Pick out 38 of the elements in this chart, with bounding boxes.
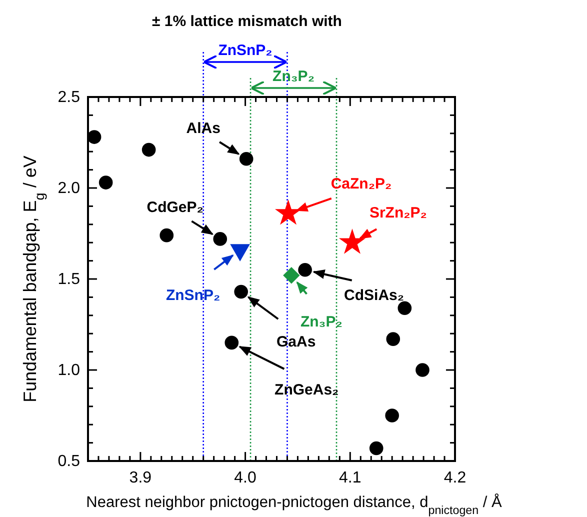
point	[283, 266, 300, 284]
x-tick-label: 4.1	[339, 469, 362, 486]
point	[239, 152, 254, 166]
point	[234, 284, 248, 299]
point	[338, 228, 366, 254]
chart-title: ± 1% lattice mismatch with	[152, 13, 342, 30]
annotation: CdSiAs₂	[344, 286, 404, 304]
point	[98, 176, 113, 190]
x-axis-title: Nearest neighbor pnictogen-pnictogen distance, d$_{pnictogen}$ / Å	[86, 493, 503, 516]
point	[87, 130, 102, 144]
point	[386, 332, 400, 346]
x-tick-label: 4.2	[444, 469, 466, 486]
point	[224, 336, 239, 350]
y-tick-label: 2.0	[58, 180, 80, 198]
y-tick-label: 2.5	[58, 89, 80, 106]
point	[213, 232, 228, 246]
ref-line-label: Zn₃P₂	[272, 68, 314, 85]
text: ZnSnP₂	[166, 286, 220, 304]
point	[369, 441, 384, 456]
point	[142, 142, 156, 157]
point	[416, 363, 430, 377]
x-tick-label: 3.9	[129, 469, 152, 486]
annotation: GaAs	[276, 334, 316, 351]
text: Zn₃P₂	[300, 313, 342, 330]
x-tick-label: 4.0	[234, 469, 257, 486]
ref-line-label: ZnSnP₂	[218, 42, 272, 59]
y-tick-label: 1.0	[58, 362, 80, 380]
point	[298, 263, 312, 277]
annotation: ZnGeAs₂	[274, 382, 339, 399]
annotation: AlAs	[186, 120, 220, 137]
point	[160, 228, 174, 242]
y-tick-label: 1.5	[58, 271, 80, 288]
y-tick-label: 0.5	[58, 453, 80, 470]
point	[398, 301, 412, 316]
annotation: CdGeP₂	[146, 198, 204, 216]
text: CaZn₂P₂	[330, 175, 392, 192]
point	[385, 408, 399, 422]
series-label: SrZn₂P₂	[369, 204, 427, 222]
